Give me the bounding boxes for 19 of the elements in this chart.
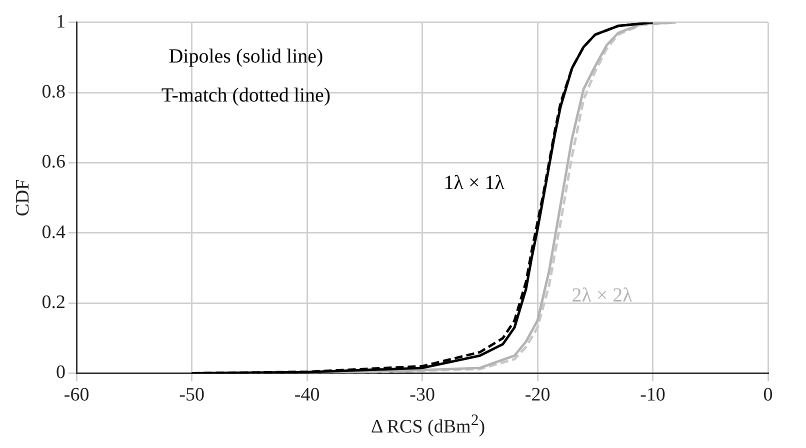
annotation: Dipoles (solid line) (168, 46, 324, 68)
annotation: 1λ × 1λ (444, 172, 505, 194)
y-tick-label: 0 (56, 362, 66, 384)
x-tick-label: -40 (294, 384, 320, 406)
x-tick-label: 0 (763, 384, 773, 406)
y-tick-label: 1 (56, 11, 66, 32)
y-tick-label: 0.8 (42, 82, 66, 103)
x-tick-label: -10 (640, 384, 666, 406)
y-tick-label: 0.4 (42, 222, 66, 243)
x-axis-title: Δ RCS (dBm$^{2}$) (370, 412, 486, 438)
y-tick-label: 0.6 (42, 152, 66, 173)
x-tick-label: -50 (179, 384, 204, 406)
annotation: T-match (dotted line) (161, 84, 331, 106)
y-tick-label: 0.2 (42, 292, 66, 314)
x-tick-label: -30 (410, 384, 435, 406)
y-axis-title: CDF (12, 179, 34, 216)
x-tick-label: -20 (524, 384, 550, 406)
x-tick-label: -60 (64, 384, 90, 406)
annotation: 2λ × 2λ (572, 284, 633, 306)
